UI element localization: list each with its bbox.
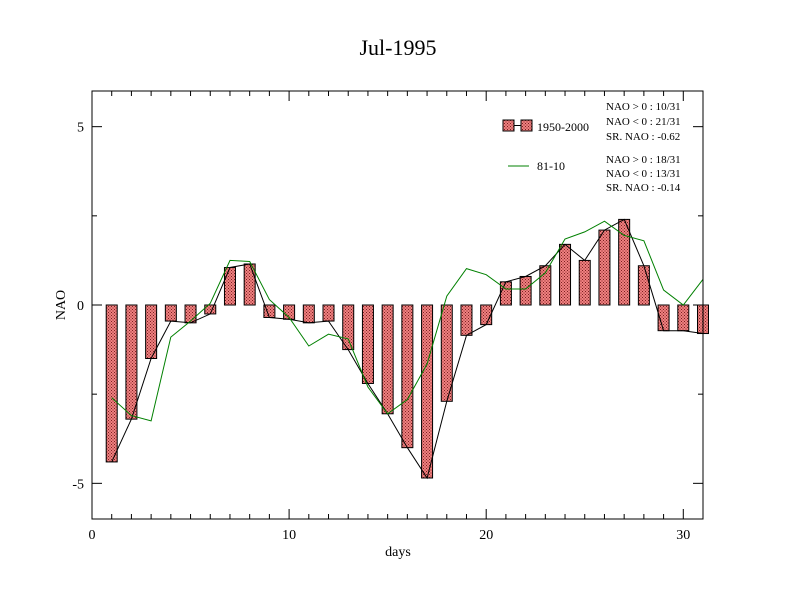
y-tick-label-5: 5: [77, 121, 84, 136]
bar-day-4: [164, 304, 177, 322]
y-tick-label--5: -5: [72, 477, 84, 492]
bar-day-11: [302, 304, 315, 324]
stats-81-10-line-1: NAO > 0 : 18/31: [606, 154, 681, 166]
stats-81-10-line-2: NAO < 0 : 13/31: [606, 168, 681, 180]
stats-81-10-line-3: SR. NAO : -0.14: [606, 182, 681, 194]
bar-day-23: [539, 265, 552, 306]
bar-day-22: [519, 275, 532, 306]
bar-day-2: [125, 304, 138, 420]
legend-label-1950-2000: 1950-2000: [537, 120, 589, 134]
stats-1950-2000-line-1: NAO > 0 : 10/31: [606, 101, 681, 113]
series-lines: [111, 218, 704, 480]
bar-day-7: [223, 267, 236, 306]
chart-title: Jul-1995: [360, 35, 437, 60]
legend-label-81-10: 81-10: [537, 159, 565, 173]
stats-1950-2000-line-2: NAO < 0 : 21/31: [606, 116, 681, 128]
bar-day-15: [381, 304, 394, 415]
x-axis-label: days: [385, 545, 411, 560]
line-1950-2000: [111, 218, 704, 480]
bar-day-12: [322, 304, 335, 322]
bar-day-19: [460, 304, 473, 336]
bar-day-1: [105, 304, 118, 463]
legend-bar-swatch-2: [520, 119, 533, 132]
y-tick-label-0: 0: [77, 299, 84, 314]
stats-1950-2000-line-3: SR. NAO : -0.62: [606, 131, 680, 143]
x-tick-label-10: 10: [282, 528, 296, 543]
bar-day-26: [598, 229, 611, 306]
bar-day-8: [243, 263, 256, 306]
bar-day-14: [361, 304, 374, 384]
bar-day-24: [559, 243, 572, 306]
bar-day-20: [480, 304, 493, 326]
bars-1950-2000: [105, 218, 709, 479]
legend-bar-swatch-1: [502, 119, 515, 132]
bar-day-30: [677, 304, 690, 332]
x-tick-label-30: 30: [676, 528, 690, 543]
axis-ticks: 0 10 20 30 -5 0 5: [72, 91, 704, 543]
y-axis-label: NAO: [54, 290, 69, 320]
x-tick-label-0: 0: [89, 528, 96, 543]
bar-day-5: [184, 304, 197, 324]
bar-day-13: [342, 304, 355, 351]
bar-day-21: [499, 281, 512, 306]
line-81-10: [111, 220, 704, 422]
bar-day-16: [401, 304, 414, 449]
bar-day-28: [637, 265, 650, 306]
x-tick-label-20: 20: [479, 528, 493, 543]
bar-day-25: [578, 259, 591, 306]
legend: 1950-2000 81-10 NAO > 0 : 10/31 NAO < 0 …: [502, 101, 681, 194]
bar-day-17: [421, 304, 434, 479]
